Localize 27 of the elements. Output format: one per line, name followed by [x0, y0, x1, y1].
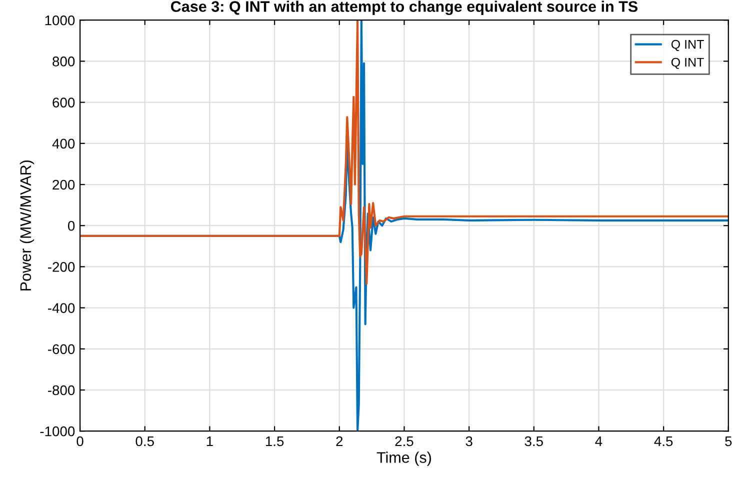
x-tick-label: 3.5 [524, 436, 543, 446]
x-tick-label: 3 [466, 436, 472, 446]
x-tick-label: 2 [336, 436, 343, 446]
x-tick-label: 4 [595, 436, 602, 446]
y-tick-label: 400 [52, 138, 75, 149]
y-tick-label: -1000 [40, 426, 75, 436]
x-tick-label: 0.5 [136, 436, 154, 446]
x-tick-label: 2.5 [395, 436, 414, 446]
x-tick-label: 1.5 [266, 436, 284, 446]
y-tick-label: -600 [48, 344, 75, 354]
y-tick-label: -800 [48, 385, 75, 396]
x-tick-label: 5 [725, 436, 732, 446]
x-tick-label: 0 [76, 436, 84, 446]
legend-label: Q INT [671, 58, 704, 69]
x-tick-label: 4.5 [654, 436, 673, 446]
y-tick-label: -200 [48, 262, 75, 272]
y-tick-label: -400 [48, 303, 75, 313]
legend-label: Q INT [671, 40, 704, 52]
y-tick-label: 0 [68, 220, 75, 231]
y-tick-label: 800 [52, 56, 75, 66]
chart-title: Case 3: Q INT with an attempt to change equivalent source in TS [170, 0, 638, 16]
x-tick-label: 1 [206, 436, 213, 446]
x-axis-title: Time (s) [376, 452, 431, 466]
y-tick-label: 200 [52, 180, 75, 190]
y-tick-label: 1000 [45, 15, 75, 26]
y-axis-title: Power (MW/MVAR) [20, 160, 34, 290]
y-tick-label: 600 [52, 98, 75, 108]
